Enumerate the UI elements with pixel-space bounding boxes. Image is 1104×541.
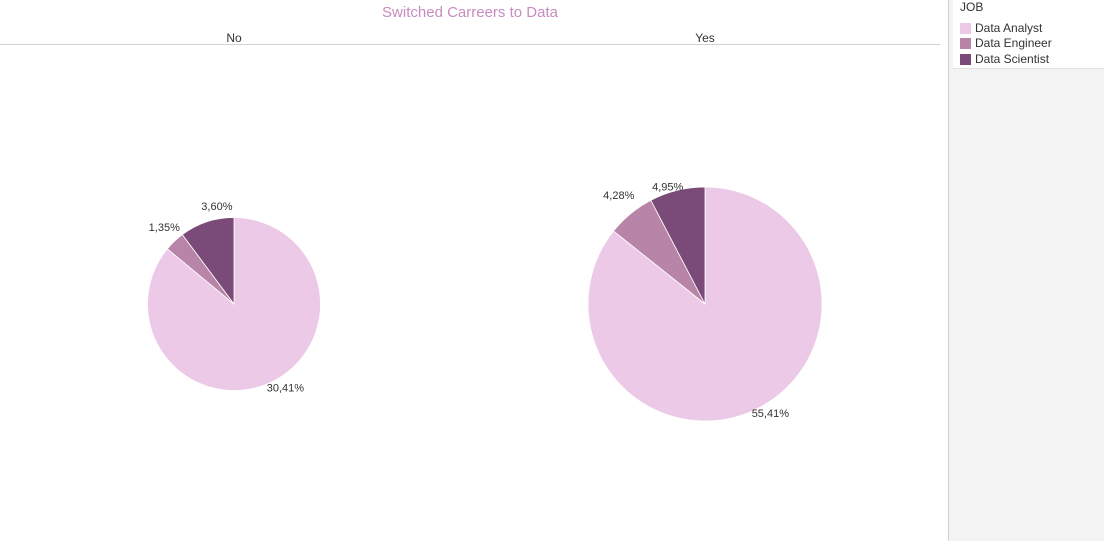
pie-label-yes-data-engineer: 4,28% (603, 190, 634, 202)
legend-label-data-engineer: Data Engineer (975, 36, 1052, 50)
legend-item-data-analyst[interactable]: Data Analyst (960, 21, 1042, 35)
pie-label-no-data-engineer: 1,35% (149, 222, 180, 234)
legend-item-data-scientist[interactable]: Data Scientist (960, 52, 1049, 66)
chart-title: Switched Carreers to Data (382, 4, 558, 21)
pie-slice-yes-data-scientist[interactable] (650, 186, 706, 305)
pie-slice-no-data-scientist[interactable] (181, 217, 235, 306)
legend-label-data-analyst: Data Analyst (975, 21, 1043, 35)
facet-header-yes: Yes (695, 31, 715, 45)
facet-header-divider (0, 44, 940, 45)
legend-swatch-data-engineer (960, 37, 971, 49)
legend-title: JOB (960, 0, 984, 14)
pie-chart-canvas: 30,41% 1,35% 3,60% 55,41% 4,28% 4,95% (147, 182, 823, 422)
legend-swatch-data-analyst (960, 22, 971, 34)
legend-item-data-engineer[interactable]: Data Engineer (960, 36, 1052, 50)
pie-label-no-data-analyst: 30,41% (267, 383, 305, 395)
pie-slice-no-data-analyst[interactable] (147, 217, 321, 391)
legend: JOB Data Analyst Data Engineer Data Scie… (953, 0, 1104, 69)
legend-label-data-scientist: Data Scientist (975, 52, 1050, 66)
pie-label-yes-data-scientist: 4,95% (652, 182, 683, 194)
chart-area: Switched Carreers to Data No Yes 30,41% 1… (0, 4, 940, 422)
legend-sidebar: JOB Data Analyst Data Engineer Data Scie… (948, 0, 1104, 541)
pie-label-yes-data-analyst: 55,41% (752, 408, 790, 420)
legend-swatch-data-scientist (960, 53, 971, 65)
facet-header-no: No (226, 31, 242, 45)
pie-label-no-data-scientist: 3,60% (201, 201, 232, 213)
